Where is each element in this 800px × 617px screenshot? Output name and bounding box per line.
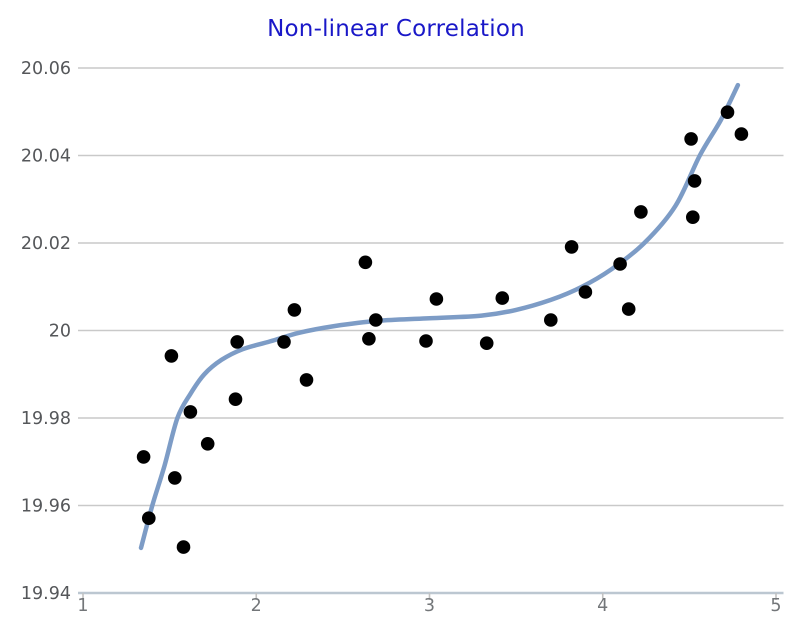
data-point	[142, 511, 156, 525]
data-point	[287, 303, 302, 317]
data-point	[544, 313, 558, 327]
data-point	[419, 334, 433, 348]
data-point	[176, 540, 191, 554]
data-point	[136, 450, 151, 464]
y-tick-label: 20.02	[21, 234, 71, 254]
data-point	[369, 313, 383, 327]
data-point	[358, 255, 373, 270]
data-point	[362, 332, 376, 346]
y-tick-label: 20.06	[21, 59, 71, 79]
y-tick-label: 20	[49, 322, 71, 342]
data-point	[621, 302, 636, 316]
data-point	[479, 336, 494, 351]
data-point	[684, 132, 698, 146]
data-point	[720, 105, 735, 119]
x-tick-label: 2	[251, 596, 262, 616]
x-tick-label: 1	[77, 596, 88, 616]
data-point	[686, 210, 700, 224]
x-tick-label: 3	[424, 596, 435, 616]
y-tick-label: 20.04	[21, 147, 71, 167]
data-point	[200, 437, 215, 451]
data-point	[164, 349, 179, 363]
data-point	[168, 471, 182, 485]
data-point	[495, 291, 510, 305]
data-point	[687, 174, 702, 188]
y-tick-label: 19.96	[21, 497, 71, 517]
data-point	[734, 127, 749, 141]
data-point	[578, 285, 593, 299]
trend-curve	[138, 82, 741, 551]
data-point	[429, 292, 444, 306]
data-point	[299, 373, 314, 387]
data-point	[634, 205, 648, 219]
x-tick-label: 4	[597, 596, 608, 616]
data-point	[277, 335, 291, 349]
x-tick-label: 5	[770, 596, 781, 616]
chart-title: Non-linear Correlation	[267, 16, 525, 42]
y-tick-label: 19.98	[21, 409, 71, 429]
data-point	[183, 405, 198, 419]
data-point	[613, 257, 627, 271]
y-tick-label: 19.94	[21, 584, 71, 604]
data-point	[228, 392, 243, 407]
data-point	[564, 240, 579, 254]
data-point	[230, 335, 244, 349]
